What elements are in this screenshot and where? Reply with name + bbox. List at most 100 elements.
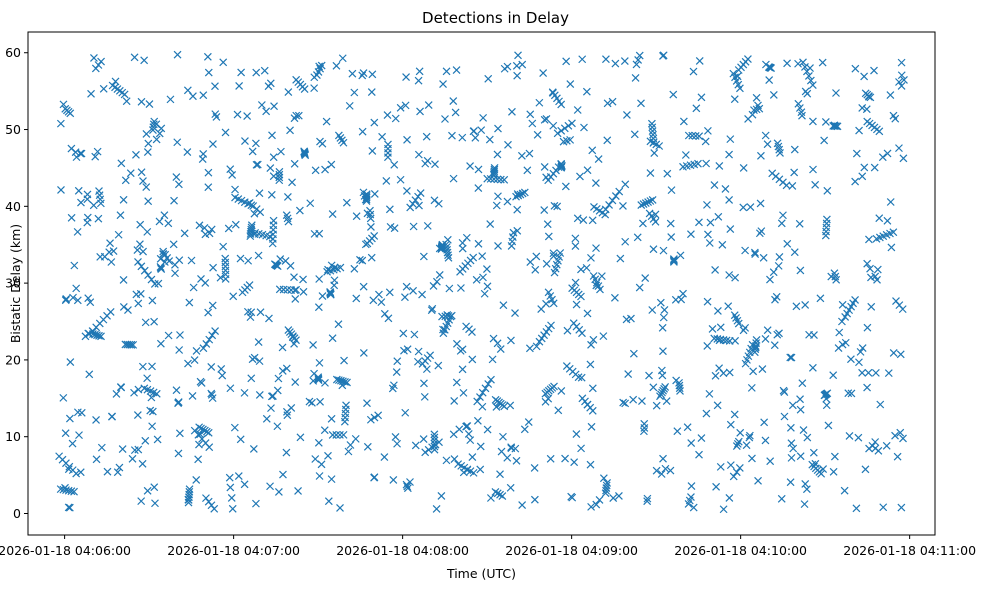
detection-marker (895, 144, 903, 153)
detection-marker (503, 453, 512, 462)
detection-marker (389, 475, 398, 484)
detection-marker (430, 439, 439, 448)
detection-marker (350, 264, 359, 273)
detection-marker (391, 432, 400, 441)
detection-marker (149, 120, 158, 129)
detection-marker (537, 305, 546, 313)
detection-marker (715, 364, 724, 373)
detection-marker (171, 269, 179, 278)
detection-marker (571, 234, 580, 243)
detection-marker (160, 211, 169, 220)
detection-marker (266, 79, 275, 88)
detection-marker (870, 66, 878, 75)
detection-marker (686, 230, 695, 239)
detection-marker (311, 166, 320, 175)
detection-marker (268, 239, 277, 248)
detection-marker (391, 114, 400, 123)
detection-marker (318, 292, 327, 300)
detection-marker (170, 196, 178, 205)
detection-marker (896, 428, 905, 437)
detection-marker (695, 218, 703, 227)
detection-marker (855, 126, 863, 135)
detection-marker (127, 340, 136, 349)
detection-marker (150, 483, 159, 492)
detection-marker (887, 243, 896, 252)
detection-marker (165, 257, 174, 266)
detection-marker (539, 69, 548, 77)
detection-marker (561, 454, 569, 463)
detection-marker (732, 468, 741, 477)
detection-marker (390, 160, 399, 169)
detection-marker (281, 257, 290, 265)
detection-marker (132, 290, 141, 299)
detection-marker (113, 468, 122, 477)
detection-marker (430, 445, 439, 454)
detection-marker (262, 107, 271, 116)
detection-marker (414, 76, 423, 85)
detection-marker (466, 436, 475, 445)
detection-marker (396, 103, 405, 112)
detection-marker (389, 381, 398, 390)
detection-marker (59, 393, 68, 402)
detection-marker (130, 446, 139, 455)
detection-marker (427, 306, 436, 315)
detection-marker (255, 189, 264, 198)
detection-marker (603, 99, 612, 108)
detection-marker (138, 459, 147, 468)
detection-marker (468, 328, 476, 337)
detection-marker (799, 426, 808, 435)
detection-marker (64, 503, 73, 512)
detection-marker (703, 297, 712, 306)
detection-marker (712, 482, 721, 491)
detection-marker (148, 407, 157, 416)
detection-marker (544, 324, 553, 333)
detection-marker (107, 258, 116, 266)
detection-marker (860, 72, 869, 81)
detection-marker (676, 251, 685, 260)
detection-marker (411, 196, 420, 205)
detection-marker (126, 169, 135, 178)
detection-marker (517, 151, 526, 160)
detection-marker (704, 230, 712, 239)
detection-marker (254, 251, 263, 260)
detection-marker (870, 163, 879, 172)
y-axis-label: Bistatic Delay (km) (8, 224, 23, 343)
detection-marker (507, 443, 516, 452)
detection-marker (415, 201, 423, 210)
detection-marker (490, 167, 499, 176)
detection-marker (423, 221, 432, 230)
detection-marker (92, 455, 101, 464)
detection-marker (566, 135, 575, 144)
detection-marker (752, 105, 761, 114)
detection-marker (829, 467, 838, 476)
detection-marker (99, 84, 108, 93)
detection-marker (334, 320, 343, 329)
detection-marker (321, 165, 329, 174)
detection-marker (583, 166, 592, 175)
detection-marker (458, 238, 467, 247)
detection-marker (611, 59, 620, 68)
detection-marker (602, 486, 610, 495)
detection-marker (520, 188, 529, 197)
detection-marker (486, 494, 495, 502)
detection-marker (386, 222, 395, 231)
detection-marker (683, 423, 692, 432)
detection-marker (635, 283, 644, 292)
detection-marker (240, 480, 249, 489)
detection-marker (646, 169, 655, 177)
detection-marker (787, 353, 796, 362)
y-axis: 0 10 20 30 40 50 60 (5, 45, 28, 521)
detection-marker (370, 413, 379, 422)
detection-marker (832, 89, 840, 97)
detection-marker (283, 285, 292, 294)
detection-marker (476, 442, 485, 451)
detection-marker (731, 336, 740, 345)
detection-marker (209, 263, 218, 272)
detection-marker (695, 56, 704, 65)
x-axis-label: Time (UTC) (446, 566, 516, 581)
detection-marker (667, 233, 676, 241)
detection-marker (471, 133, 480, 142)
detection-marker (599, 332, 608, 341)
detection-marker (266, 164, 275, 172)
detection-marker (562, 57, 571, 66)
